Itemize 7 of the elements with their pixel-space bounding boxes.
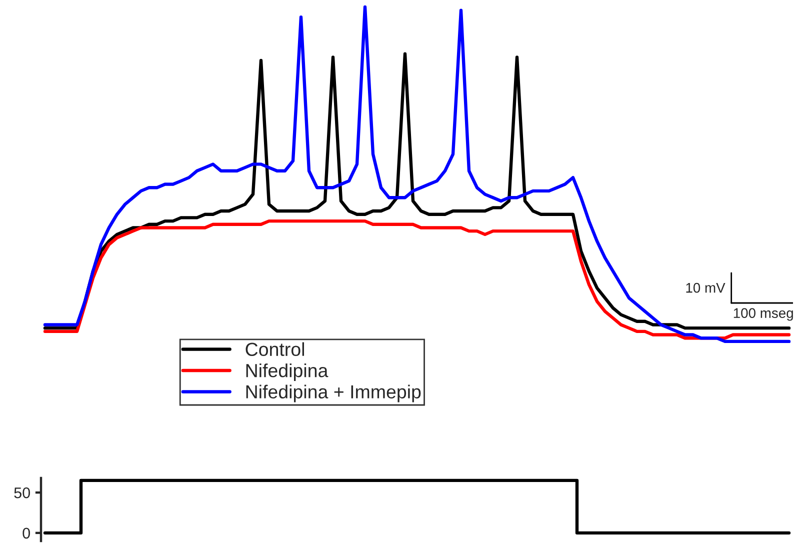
- y-tick-label: 0: [22, 528, 30, 539]
- annotation: 100 mseg: [734, 308, 793, 321]
- legend-label: Nifedipina + Immepip: [246, 384, 421, 402]
- annotation: 10 mV: [686, 282, 726, 293]
- y-tick-label: 50: [14, 487, 30, 498]
- legend-label: Control: [246, 342, 304, 356]
- legend-label: Nifedipina: [246, 363, 328, 381]
